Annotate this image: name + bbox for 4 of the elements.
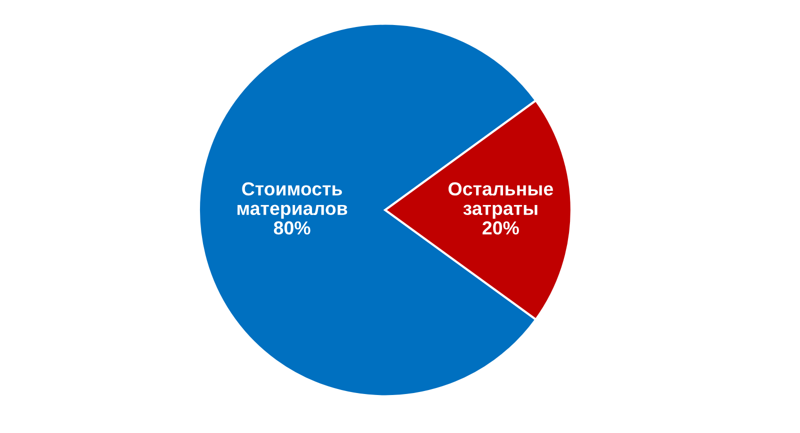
- slice-label: Стоимость материалов: [238, 182, 348, 219]
- slice-label: Остальные затраты: [448, 182, 553, 219]
- data-label: 20%: [482, 221, 519, 235]
- data-label: 80%: [274, 221, 310, 235]
